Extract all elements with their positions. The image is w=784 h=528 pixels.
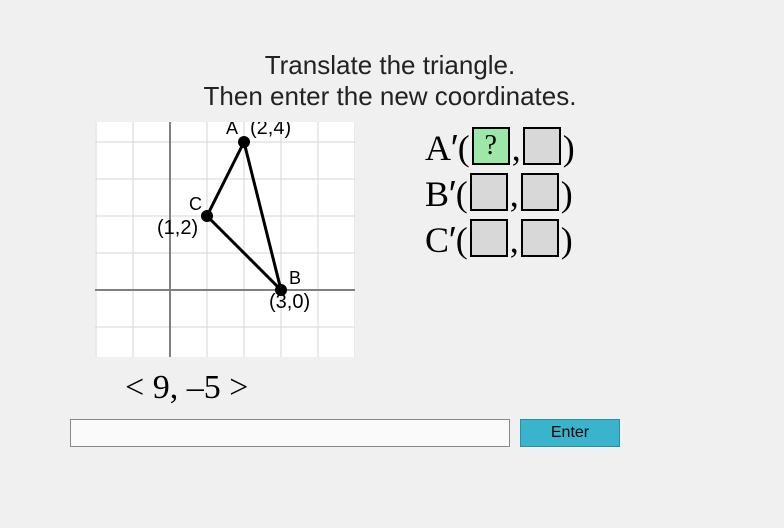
answer-blanks: A′(?, )B′(, )C′(, )	[425, 127, 575, 265]
input-row: Enter	[70, 419, 710, 447]
instructions: Translate the triangle. Then enter the n…	[70, 50, 710, 112]
vertex-coord-c: (1,2)	[157, 217, 198, 239]
vertex-c	[201, 210, 213, 222]
comma: ,	[512, 127, 521, 169]
close-paren: )	[563, 127, 575, 169]
answer-box-c-y[interactable]	[521, 219, 559, 257]
comma: ,	[510, 219, 519, 261]
vector-open: <	[125, 369, 144, 406]
close-paren: )	[561, 173, 573, 215]
vertex-label-c: C	[189, 194, 202, 214]
answer-row-b: B′(, )	[425, 173, 575, 215]
answer-row-a: A′(?, )	[425, 127, 575, 169]
coordinate-graph: A (2,4) B (3,0) C (1,2)	[95, 122, 355, 357]
vertex-label-b: B	[289, 268, 301, 288]
answer-label-b: B′(	[425, 173, 468, 215]
answer-box-a-y[interactable]	[523, 127, 561, 165]
instruction-line-1: Translate the triangle.	[265, 50, 516, 80]
answer-box-b-y[interactable]	[521, 173, 559, 211]
answer-row-c: C′(, )	[425, 219, 575, 261]
graph-svg: A (2,4) B (3,0) C (1,2)	[95, 122, 355, 357]
content-row: A(2,4)B(3,0)C(1,2) A′(?, )B′(, )C′(, )	[70, 122, 710, 357]
enter-button[interactable]: Enter	[520, 419, 620, 447]
answer-label-a: A′(	[425, 127, 470, 169]
vertex-label-a: A	[226, 122, 238, 138]
vertex-coord-a: (2,4)	[250, 122, 291, 139]
answer-input[interactable]	[70, 419, 510, 447]
vector-x: 9	[153, 369, 170, 406]
vertex-a	[238, 136, 250, 148]
answer-box-a-x[interactable]: ?	[472, 127, 510, 165]
problem-container: Translate the triangle. Then enter the n…	[70, 50, 710, 447]
translation-vector: < 9, –5 >	[125, 369, 710, 407]
instruction-line-2: Then enter the new coordinates.	[204, 81, 577, 111]
answer-label-c: C′(	[425, 219, 468, 261]
answer-box-c-x[interactable]	[470, 219, 508, 257]
vector-close: >	[229, 369, 248, 406]
close-paren: )	[561, 219, 573, 261]
vertex-coord-b: (3,0)	[269, 291, 310, 313]
comma: ,	[510, 173, 519, 215]
vector-y: –5	[187, 369, 221, 406]
answer-box-b-x[interactable]	[470, 173, 508, 211]
vector-sep: ,	[170, 369, 179, 406]
